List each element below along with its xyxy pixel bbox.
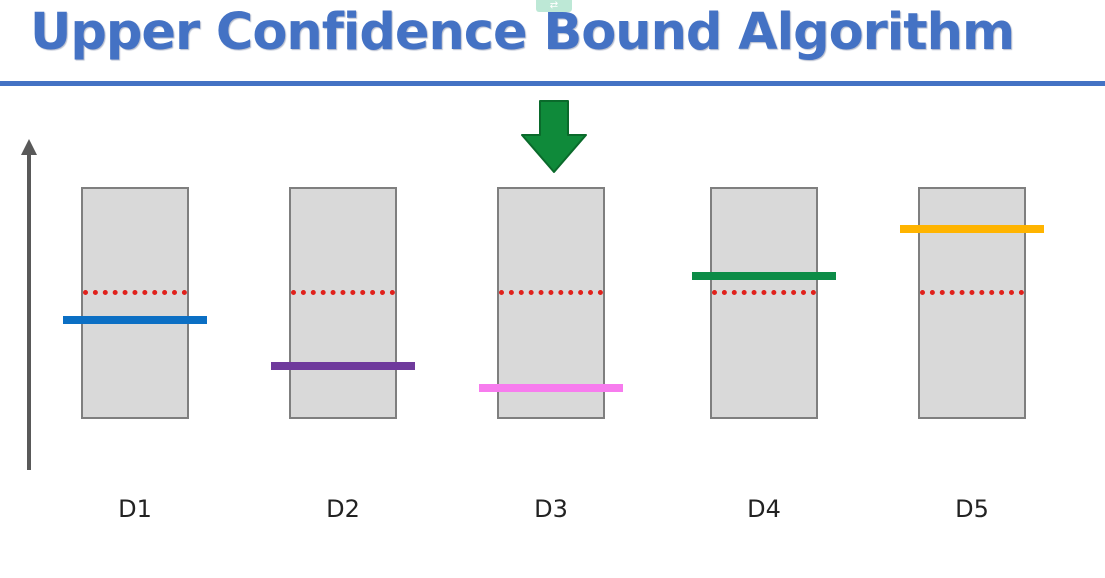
expected-return-line [83, 290, 187, 295]
upper-confidence-bound-line [63, 316, 207, 325]
upper-confidence-bound-line [692, 272, 836, 281]
machine-label: D1 [118, 495, 152, 523]
upper-confidence-bound-line [271, 361, 415, 370]
machine-d2 [289, 187, 397, 419]
title-rule [0, 81, 1105, 86]
slide-title: Upper Confidence Bound Algorithm [30, 3, 1015, 62]
vertical-axis [27, 152, 31, 470]
screen-badge[interactable]: ⇄ [536, 0, 572, 12]
arrow-down-icon [521, 100, 587, 173]
expected-return-line [291, 290, 395, 295]
machine-d5 [918, 187, 1026, 419]
machine-label: D5 [955, 495, 989, 523]
machine-label: D2 [326, 495, 360, 523]
machine-d3 [497, 187, 605, 419]
upper-confidence-bound-line [479, 383, 623, 392]
machine-label: D3 [534, 495, 568, 523]
arrow-up-icon [21, 139, 37, 155]
machine-d4 [710, 187, 818, 419]
expected-return-line [499, 290, 603, 295]
upper-confidence-bound-line [900, 224, 1044, 233]
machine-label: D4 [747, 495, 781, 523]
expected-return-line [712, 290, 816, 295]
expected-return-line [920, 290, 1024, 295]
machine-d1 [81, 187, 189, 419]
